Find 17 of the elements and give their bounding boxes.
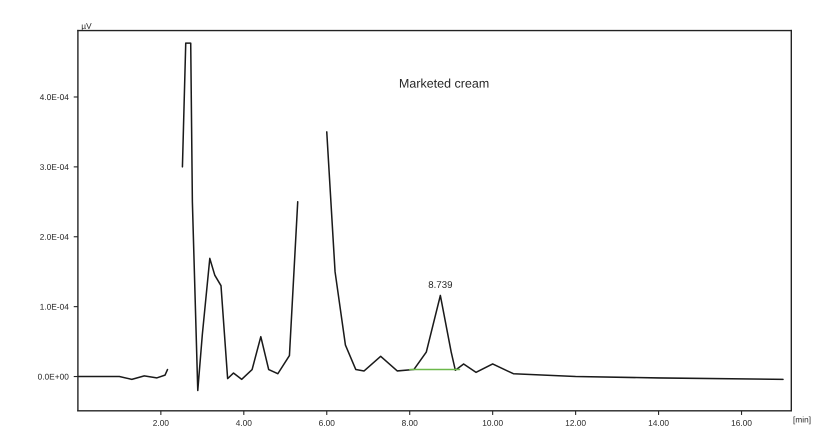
x-tick-label: 16.00 bbox=[732, 420, 752, 426]
annotation: Marketed cream bbox=[400, 78, 488, 88]
x-tick-label: 6.00 bbox=[319, 420, 335, 426]
x-tick-label: 8.00 bbox=[402, 420, 418, 426]
y-tick-label: 2.0E-04 bbox=[40, 234, 69, 240]
x-tick-label: 12.00 bbox=[566, 420, 586, 426]
annotation: 8.739 bbox=[428, 281, 452, 288]
x-tick-label: 10.00 bbox=[482, 420, 503, 426]
x-tick-label: 14.00 bbox=[648, 420, 669, 426]
y-tick-label: 1.0E-04 bbox=[40, 304, 69, 310]
x-tick-label: 4.00 bbox=[236, 420, 252, 426]
y-tick-label: 0.0E+00 bbox=[38, 374, 69, 380]
y-tick-label: 4.0E-04 bbox=[40, 94, 69, 100]
y-axis-title: µV bbox=[82, 23, 92, 31]
x-tick-label: 2.00 bbox=[153, 420, 169, 426]
x-axis-title: [min] bbox=[794, 416, 810, 424]
y-tick-label: 3.0E-04 bbox=[40, 164, 69, 170]
